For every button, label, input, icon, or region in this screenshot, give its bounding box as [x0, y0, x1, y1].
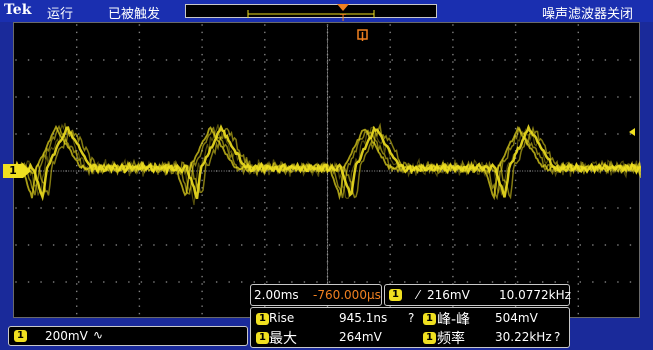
measurement-label: 最大 [269, 328, 297, 348]
trigger-position-icon: T [333, 2, 353, 22]
horizontal-delay: -760.000µs [313, 288, 381, 302]
measurement-value: 945.1ns [339, 311, 387, 325]
waveform-display[interactable] [13, 22, 640, 318]
ch1-volts-per-div: 200mV [45, 329, 88, 343]
record-window-icon [186, 8, 436, 20]
ch1-ground-marker[interactable]: 1 [3, 164, 31, 178]
measurement-label: 频率 [437, 328, 465, 348]
trigger-frequency: 10.0772kHz [499, 288, 571, 302]
measurement-value: 504mV [495, 311, 538, 325]
measurement-chip: 1 [423, 313, 436, 325]
measurement-label: Rise [269, 311, 294, 325]
measurement-chip: 1 [256, 313, 269, 325]
trigger-level-icon[interactable] [629, 128, 635, 136]
ch1-scale-readout[interactable]: 1 200mV ∿ [8, 326, 248, 346]
ch1-marker-arrow-icon [23, 164, 31, 178]
measurement-value: 30.22kHz [495, 330, 552, 344]
status-bar: Tek 运行 已被触发 T 噪声滤波器关闭 [0, 0, 653, 22]
ch1-waveform [14, 23, 641, 319]
time-per-div: 2.00ms [254, 288, 299, 302]
ac-coupling-icon: ∿ [93, 328, 103, 342]
measurement-chip: 1 [423, 332, 436, 344]
ch1-chip: 1 [14, 330, 27, 342]
measurement-flag: ? [554, 330, 560, 344]
measurements-panel[interactable]: 1 Rise 945.1ns ? 1 峰-峰 504mV 1 最大 264mV … [250, 307, 570, 348]
trigger-point-icon [357, 29, 369, 43]
trigger-state: 已被触发 [108, 3, 160, 22]
noise-filter-status[interactable]: 噪声滤波器关闭 [542, 3, 633, 22]
measurement-label: 峰-峰 [437, 309, 470, 329]
svg-text:T: T [339, 13, 347, 22]
ch1-marker-label: 1 [3, 164, 23, 178]
measurement-value: 264mV [339, 330, 382, 344]
timebase-readout[interactable]: 2.00ms -760.000µs [250, 284, 382, 306]
trigger-level: 216mV [427, 288, 470, 302]
measurement-chip: 1 [256, 332, 269, 344]
run-state[interactable]: 运行 [47, 3, 73, 22]
brand-logo: Tek [4, 2, 31, 18]
rising-slope-icon: ⁄ [417, 288, 419, 302]
record-length-bar [185, 4, 437, 18]
trigger-source-chip: 1 [389, 289, 402, 301]
measurement-flag: ? [408, 311, 414, 325]
trigger-readout[interactable]: 1 ⁄ 216mV 10.0772kHz [384, 284, 570, 306]
